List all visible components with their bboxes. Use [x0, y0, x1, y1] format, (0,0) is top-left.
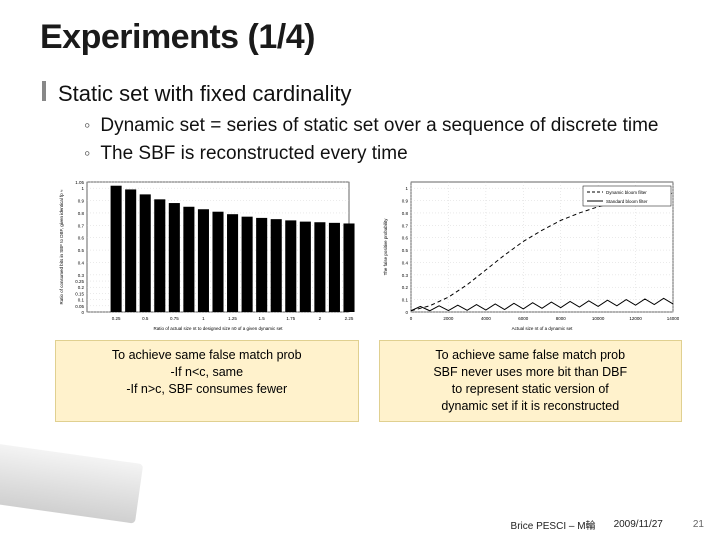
- svg-text:1: 1: [202, 316, 205, 321]
- svg-text:0.4: 0.4: [78, 261, 85, 266]
- svg-text:1.75: 1.75: [286, 316, 295, 321]
- svg-text:0.5: 0.5: [78, 248, 85, 253]
- svg-text:0: 0: [405, 310, 408, 315]
- svg-text:0.3: 0.3: [78, 273, 85, 278]
- svg-text:0.4: 0.4: [401, 261, 408, 266]
- cap2-l4: dynamic set if it is reconstructed: [388, 398, 674, 415]
- svg-text:0: 0: [409, 316, 412, 321]
- svg-text:12000: 12000: [629, 316, 642, 321]
- svg-text:0.2: 0.2: [401, 286, 408, 291]
- svg-text:8000: 8000: [555, 316, 566, 321]
- decorative-accent: [0, 436, 143, 523]
- svg-text:4000: 4000: [480, 316, 491, 321]
- svg-text:0.15: 0.15: [75, 292, 84, 297]
- svg-text:10000: 10000: [591, 316, 604, 321]
- cap2-l3: to represent static version of: [388, 381, 674, 398]
- svg-text:2: 2: [319, 316, 322, 321]
- svg-text:The false positive probability: The false positive probability: [383, 218, 388, 276]
- cap2-l2: SBF never uses more bit than DBF: [388, 364, 674, 381]
- sub1-text: Dynamic set = series of static set over …: [100, 113, 658, 139]
- sub2-text: The SBF is reconstructed every time: [100, 141, 407, 167]
- svg-text:Actual size nt of a dynamic se: Actual size nt of a dynamic set: [511, 326, 573, 331]
- svg-text:1.05: 1.05: [75, 180, 84, 185]
- footer: Brice PESCI – M輪 2009/11/27 21: [0, 517, 720, 532]
- svg-text:1: 1: [405, 186, 408, 191]
- svg-text:1.25: 1.25: [228, 316, 237, 321]
- svg-text:0.25: 0.25: [112, 316, 121, 321]
- caption-right: To achieve same false match prob SBF nev…: [379, 340, 683, 422]
- svg-text:6000: 6000: [518, 316, 529, 321]
- cap1-l2: -If n<c, same: [64, 364, 350, 381]
- slide-title: Experiments (1/4): [0, 0, 720, 57]
- svg-text:0.7: 0.7: [401, 224, 408, 229]
- svg-text:0.1: 0.1: [78, 298, 85, 303]
- svg-text:0.25: 0.25: [75, 279, 84, 284]
- sub-bullet-2: ◦ The SBF is reconstructed every time: [84, 141, 680, 167]
- footer-author: Brice PESCI – M輪: [511, 517, 596, 532]
- cap1-l3: -If n>c, SBF consumes fewer: [64, 381, 350, 398]
- svg-text:0.05: 0.05: [75, 304, 84, 309]
- chart-bar: 00.050.10.150.20.250.30.40.50.60.70.80.9…: [55, 174, 359, 334]
- ring-icon: ◦: [84, 141, 90, 166]
- svg-text:0.6: 0.6: [78, 236, 85, 241]
- svg-text:1: 1: [81, 186, 84, 191]
- bullet-text: Static set with fixed cardinality: [58, 81, 351, 107]
- captions-row: To achieve same false match prob -If n<c…: [0, 334, 720, 422]
- svg-text:0.8: 0.8: [401, 211, 408, 216]
- svg-text:1.5: 1.5: [259, 316, 266, 321]
- footer-page: 21: [693, 519, 704, 530]
- svg-text:0: 0: [81, 310, 84, 315]
- footer-date: 2009/11/27: [614, 519, 663, 530]
- ring-icon: ◦: [84, 113, 90, 138]
- cap2-l1: To achieve same false match prob: [388, 347, 674, 364]
- svg-text:0.7: 0.7: [78, 224, 85, 229]
- sub-bullet-1: ◦ Dynamic set = series of static set ove…: [84, 113, 680, 139]
- svg-text:0.75: 0.75: [170, 316, 179, 321]
- svg-text:0.1: 0.1: [401, 298, 408, 303]
- svg-text:2000: 2000: [443, 316, 454, 321]
- svg-text:Dynamic bloom filter: Dynamic bloom filter: [606, 190, 647, 195]
- bullet-marker: [42, 81, 46, 101]
- chart-line: 0 0.1 0.2 0.3 0.4 0.5 0.6 0.7 0.8 0.9 1 0 2000 4000 60…: [379, 174, 683, 334]
- svg-text:Ratio of consumed bits in SBF: Ratio of consumed bits in SBF to DBF, gi…: [59, 189, 64, 305]
- caption-left: To achieve same false match prob -If n<c…: [55, 340, 359, 422]
- svg-text:0.2: 0.2: [78, 286, 85, 291]
- svg-text:0.8: 0.8: [78, 211, 85, 216]
- svg-text:0.9: 0.9: [401, 199, 408, 204]
- svg-text:Ratio of actual size nt to des: Ratio of actual size nt to designed size…: [153, 326, 283, 331]
- svg-text:0.9: 0.9: [78, 199, 85, 204]
- svg-text:Standard bloom filter: Standard bloom filter: [606, 199, 648, 204]
- main-bullet: Static set with fixed cardinality: [0, 57, 720, 107]
- svg-text:0.3: 0.3: [401, 273, 408, 278]
- charts-row: 00.050.10.150.20.250.30.40.50.60.70.80.9…: [0, 168, 720, 334]
- svg-text:0.5: 0.5: [142, 316, 149, 321]
- sub-bullets: ◦ Dynamic set = series of static set ove…: [0, 107, 720, 166]
- cap1-l1: To achieve same false match prob: [64, 347, 350, 364]
- svg-text:2.25: 2.25: [345, 316, 354, 321]
- svg-text:0.5: 0.5: [401, 248, 408, 253]
- svg-text:0.6: 0.6: [401, 236, 408, 241]
- svg-text:14000: 14000: [666, 316, 678, 321]
